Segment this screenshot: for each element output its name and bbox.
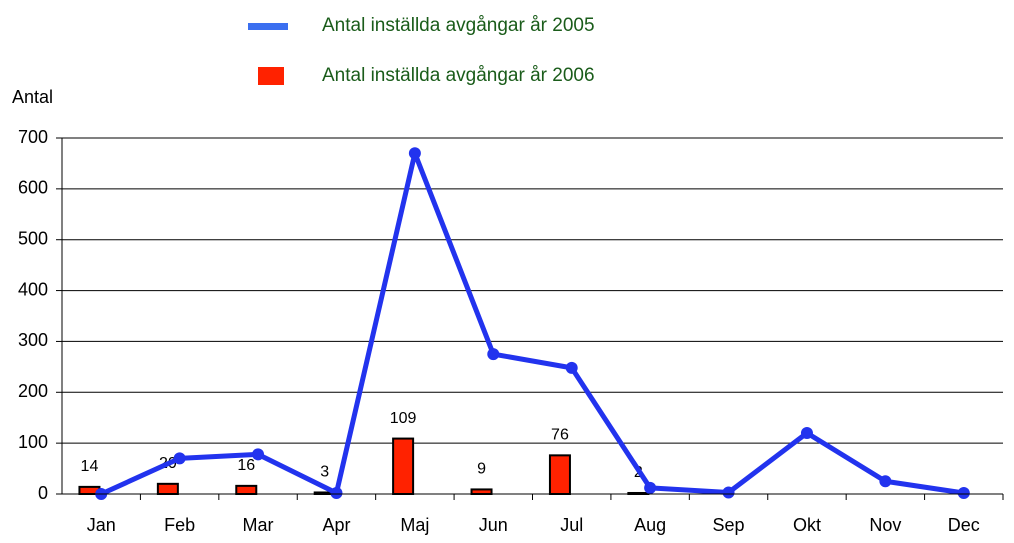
legend-swatch <box>258 67 284 85</box>
point <box>173 452 186 465</box>
bar <box>548 454 571 495</box>
bar <box>156 482 179 496</box>
y-tick-label: 700 <box>18 127 48 147</box>
point <box>957 486 970 499</box>
x-tick-label: Mar <box>243 515 274 535</box>
x-tick-label: Maj <box>400 515 429 535</box>
x-tick-label: Dec <box>948 515 980 535</box>
x-tick-label: Okt <box>793 515 821 535</box>
y-tick-label: 100 <box>18 432 48 452</box>
data-label: 109 <box>390 410 417 427</box>
data-label: 3 <box>320 464 329 481</box>
data-label: 9 <box>477 461 486 478</box>
x-tick-label: Jul <box>560 515 583 535</box>
legend-label: Antal inställda avgångar år 2006 <box>322 65 595 86</box>
data-label: 14 <box>81 458 99 475</box>
point <box>565 361 578 374</box>
data-label: 76 <box>551 427 569 444</box>
x-tick-label: Jun <box>479 515 508 535</box>
point <box>487 348 500 361</box>
legend-swatch <box>248 23 288 30</box>
y-tick-label: 300 <box>18 330 48 350</box>
y-tick-label: 600 <box>18 178 48 198</box>
point <box>330 486 343 499</box>
point <box>408 147 421 160</box>
legend-label: Antal inställda avgångar år 2005 <box>322 15 595 36</box>
x-tick-label: Feb <box>164 515 195 535</box>
point <box>252 448 265 461</box>
point <box>722 486 735 499</box>
x-tick-label: Nov <box>869 515 901 535</box>
y-tick-label: 0 <box>38 483 48 503</box>
bar <box>235 484 258 495</box>
x-tick-label: Jan <box>87 515 116 535</box>
x-tick-label: Sep <box>713 515 745 535</box>
bar <box>392 437 415 495</box>
point <box>644 481 657 494</box>
x-tick-label: Apr <box>322 515 350 535</box>
data-label: 16 <box>237 457 255 474</box>
point <box>879 475 892 488</box>
y-tick-label: 400 <box>18 279 48 299</box>
y-tick-label: 500 <box>18 228 48 248</box>
bar <box>470 488 493 495</box>
line <box>100 150 965 497</box>
point <box>800 426 813 439</box>
x-tick-label: Aug <box>634 515 666 535</box>
y-tick-label: 200 <box>18 381 48 401</box>
y-axis-label: Antal <box>12 87 53 107</box>
